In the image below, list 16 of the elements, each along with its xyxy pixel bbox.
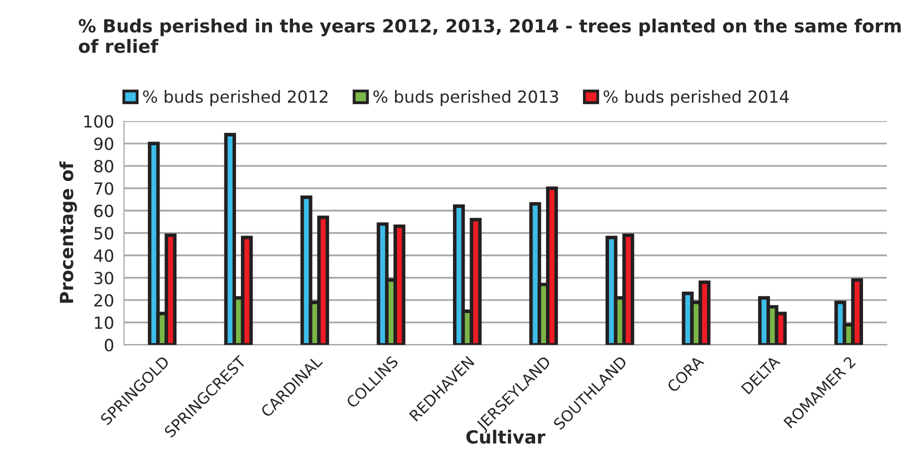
legend-label: % buds perished 2013 <box>373 90 558 106</box>
y-tick-label: 80 <box>94 160 114 172</box>
y-axis-title: Procentage of <box>59 161 77 303</box>
chart-title: % Buds perished in the years 2012, 2013, 2014 - trees planted on the same form of relief <box>78 18 901 53</box>
y-tick-label: 20 <box>94 294 114 307</box>
legend-label: % buds perished 2012 <box>143 90 328 106</box>
y-tick-label: 50 <box>94 226 114 240</box>
y-tick-label: 10 <box>94 316 114 330</box>
y-tick-label: 60 <box>94 204 114 218</box>
y-tick-label: 0 <box>104 338 114 352</box>
y-tick-label: 30 <box>94 272 114 284</box>
y-tick-label: 70 <box>94 182 114 195</box>
y-tick-label: 40 <box>94 249 114 262</box>
y-tick-label: 90 <box>94 137 114 150</box>
legend-label: % buds perished 2014 <box>604 90 789 106</box>
y-tick-label: 100 <box>84 115 114 128</box>
